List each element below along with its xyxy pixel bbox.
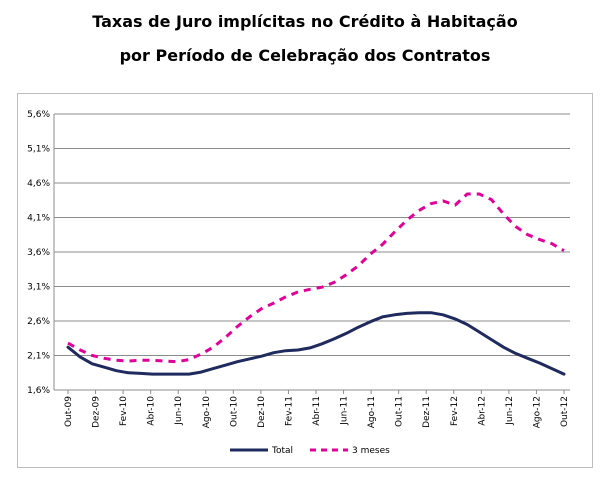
x-tick-label: Ago-10 — [202, 396, 212, 429]
x-tick-label: Out-10 — [229, 396, 239, 427]
y-tick-label: 5,6% — [27, 110, 50, 120]
legend-label-3-meses: 3 meses — [352, 446, 390, 456]
y-tick-label: 3,6% — [27, 248, 50, 258]
x-tick-label: Abr-10 — [147, 396, 157, 426]
y-tick-label: 4,1% — [27, 214, 50, 224]
x-tick-label: Fev-10 — [119, 396, 129, 426]
line-chart: 1,6% 2,1% 2,6% 3,1% 3,6% 4,1% 4,6% 5,1% 5,6% Out-… — [27, 110, 570, 456]
y-tick-label: 2,1% — [27, 352, 50, 362]
x-tick-label: Fev-11 — [284, 396, 294, 426]
x-tick-label: Out-09 — [64, 396, 74, 427]
legend-label-total: Total — [271, 446, 293, 456]
x-tick-label: Out-12 — [560, 396, 570, 427]
x-tick-label: Ago-11 — [367, 396, 377, 428]
x-tick-label: Jun-12 — [505, 396, 515, 426]
series-line-3-meses — [67, 192, 565, 364]
series-line-total — [66, 311, 566, 376]
y-tick-label: 2,6% — [27, 317, 50, 327]
chart-title-line-1: Taxas de Juro implícitas no Crédito à Ha… — [92, 12, 518, 31]
y-tick-label: 5,1% — [27, 145, 50, 155]
x-tick-label: Abr-12 — [477, 396, 487, 426]
x-tick-label: Jun-10 — [174, 396, 184, 426]
x-tick-label: Dez-09 — [92, 396, 102, 428]
x-tick-label: Dez-11 — [422, 396, 432, 428]
y-tick-label: 4,6% — [27, 179, 50, 189]
chart-title-line-2: por Período de Celebração dos Contratos — [119, 46, 491, 65]
x-tick-label: Jun-11 — [340, 396, 350, 426]
x-tick-label: Dez-10 — [257, 396, 267, 428]
y-tick-label: 1,6% — [27, 386, 50, 396]
x-tick-label: Abr-11 — [312, 396, 322, 426]
x-tick-label: Fev-12 — [450, 396, 460, 426]
y-tick-label: 3,1% — [27, 283, 50, 293]
chart-frame: 1,6% 2,1% 2,6% 3,1% 3,6% 4,1% 4,6% 5,1% 5,6% Out-… — [17, 93, 593, 468]
x-tick-label: Out-11 — [395, 396, 405, 427]
x-tick-label: Ago-12 — [532, 396, 542, 428]
